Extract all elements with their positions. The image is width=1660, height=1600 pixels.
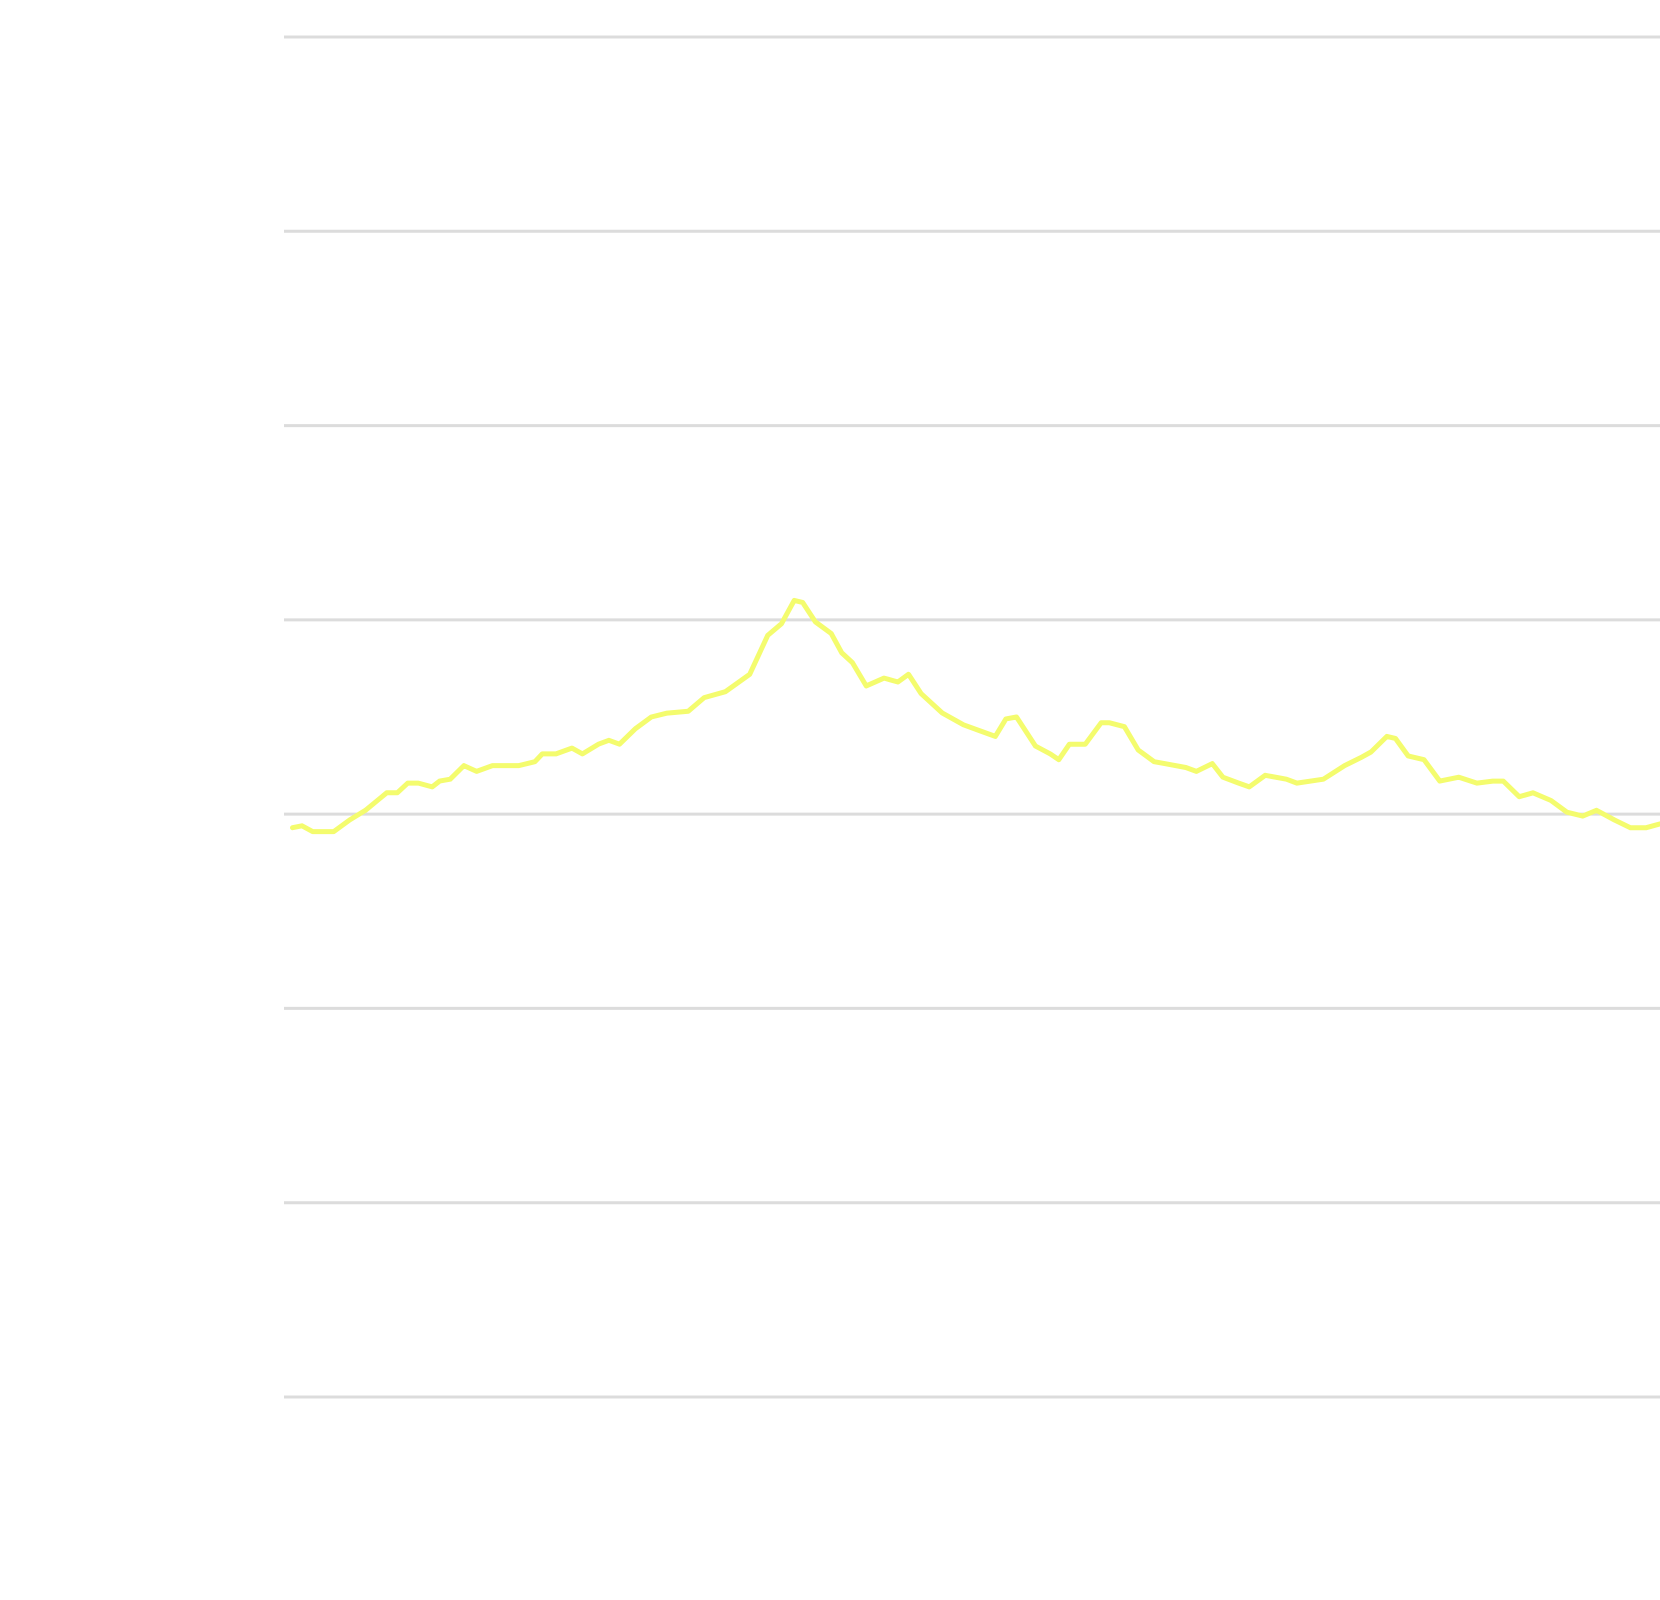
line bbox=[290, 597, 1660, 835]
